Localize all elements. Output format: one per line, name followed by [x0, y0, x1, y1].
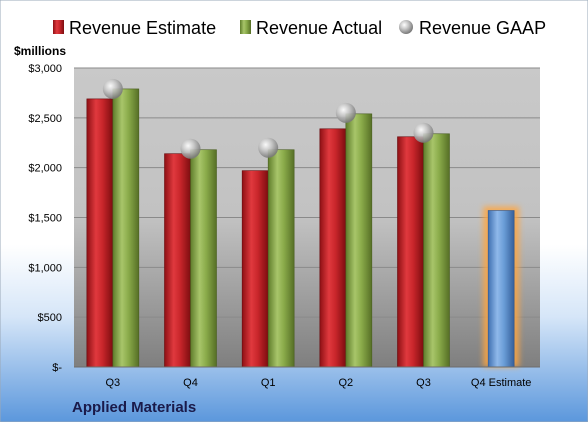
marker-revenue-gaap: [180, 138, 201, 159]
legend-label-estimate: Revenue Estimate: [69, 18, 216, 38]
bar-revenue-estimate: [86, 98, 114, 368]
marker-revenue-gaap: [413, 122, 434, 143]
bar-revenue-estimate: [397, 136, 424, 368]
y-axis-label: $millions: [14, 44, 66, 58]
legend-label-actual: Revenue Actual: [256, 18, 382, 38]
x-tick-label: Q4: [183, 377, 198, 389]
legend-swatch-estimate: [53, 20, 64, 34]
bar-revenue-actual: [267, 149, 295, 368]
y-tick-label: $2,000: [28, 163, 62, 175]
legend-item-actual: Revenue Actual: [240, 18, 382, 38]
bar-revenue-estimate: [319, 128, 347, 368]
legend-item-gaap: Revenue GAAP: [399, 18, 546, 38]
marker-revenue-gaap: [102, 78, 123, 99]
x-tick-label: Q4 Estimate: [471, 377, 532, 389]
y-tick-label: $1,500: [28, 213, 62, 225]
y-axis-ticks: $- $500 $1,000 $1,500 $2,000 $2,500 $3,000: [28, 63, 62, 374]
x-tick-label: Q3: [105, 377, 120, 389]
bar-revenue-actual: [423, 133, 450, 368]
bar-revenue-estimate: [241, 170, 269, 368]
grid-lines: [74, 67, 540, 318]
legend-swatch-gaap: [399, 20, 413, 34]
y-tick-label: $500: [38, 312, 62, 324]
x-axis-ticks: Q3 Q4 Q1 Q2 Q3 Q4 Estimate: [105, 377, 531, 389]
y-tick-label: $3,000: [28, 63, 62, 75]
bar-revenue-actual: [112, 88, 140, 368]
y-tick-label: $1,000: [28, 262, 62, 274]
y-tick-label: $-: [52, 362, 62, 374]
marker-revenue-gaap: [335, 102, 356, 123]
bar-revenue-actual: [190, 149, 217, 368]
company-name: Applied Materials: [72, 399, 196, 416]
x-tick-label: Q1: [261, 377, 276, 389]
legend-item-estimate: Revenue Estimate: [53, 18, 216, 38]
gaap-markers: [102, 78, 434, 159]
bar-revenue-estimate: [164, 153, 191, 368]
bar-q4-estimate: [487, 210, 515, 368]
legend-swatch-actual: [240, 20, 251, 34]
x-tick-label: Q2: [338, 377, 353, 389]
bars: [86, 88, 520, 368]
legend: Revenue Estimate Revenue Actual Revenue …: [53, 18, 546, 38]
legend-label-gaap: Revenue GAAP: [419, 18, 546, 38]
x-tick-label: Q3: [416, 377, 431, 389]
bar-revenue-actual: [345, 113, 373, 368]
y-tick-label: $2,500: [28, 113, 62, 125]
marker-revenue-gaap: [258, 137, 279, 158]
